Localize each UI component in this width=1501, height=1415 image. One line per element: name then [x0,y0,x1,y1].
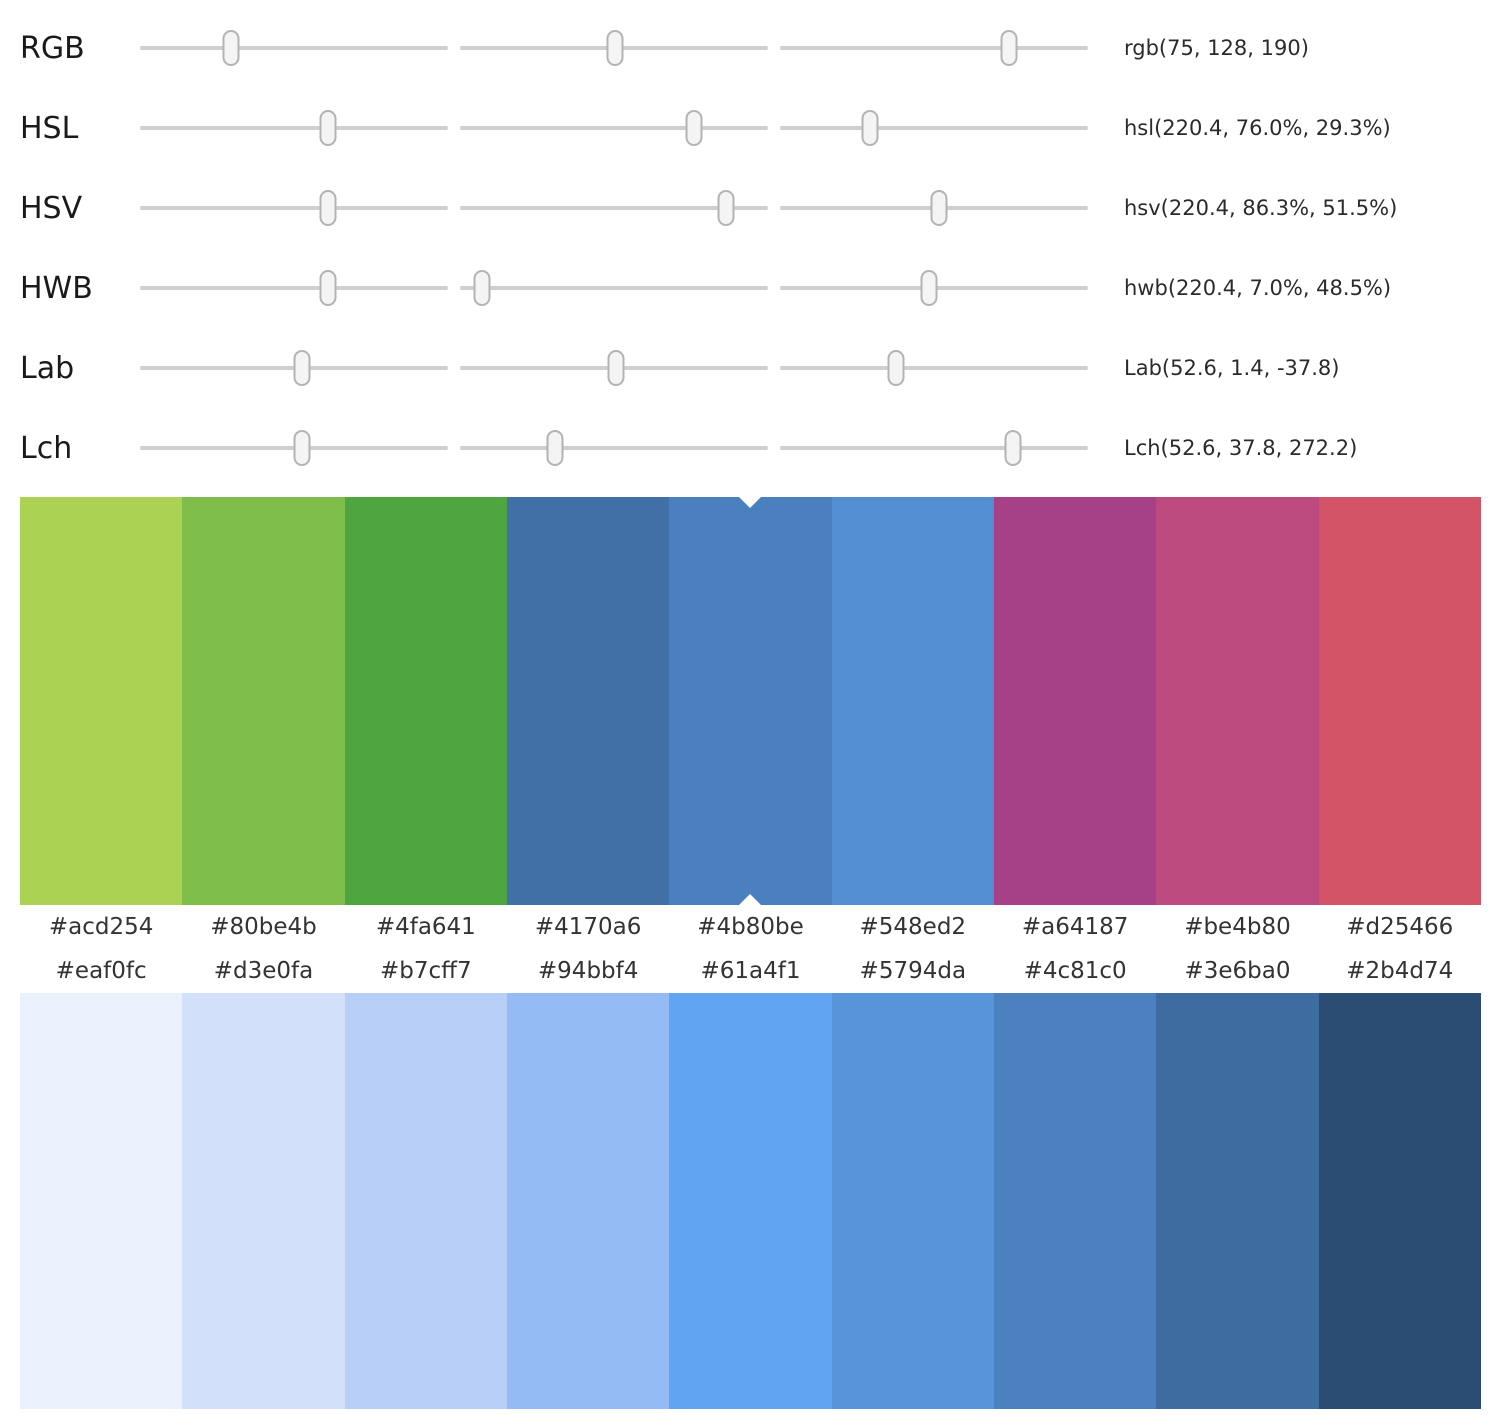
swatch-80be4b[interactable] [182,497,345,905]
lch-row-label: Lch [20,430,73,466]
hsl-slider-handle-1[interactable] [319,110,337,146]
slider-row-hsl: HSL hsl(220.4, 76.0%, 29.3%) [0,88,1501,168]
hex-label-4c81c0: #4c81c0 [1023,958,1127,984]
rgb-slider-handle-2[interactable] [606,30,624,66]
hsv-row-label: HSV [20,190,83,226]
selected-swatch-marker-top [739,497,762,508]
slider-row-hsv: HSV hsv(220.4, 86.3%, 51.5%) [0,168,1501,248]
hwb-slider-track-3[interactable] [780,270,1088,306]
hwb-slider-track-2[interactable] [460,270,768,306]
hsv-value-text: hsv(220.4, 86.3%, 51.5%) [1124,196,1398,220]
swatch-3e6ba0[interactable] [1156,993,1319,1409]
rgb-row-label: RGB [20,30,85,66]
swatch-2b4d74[interactable] [1318,993,1481,1409]
swatch-4fa641[interactable] [344,497,507,905]
slider-row-lab: Lab Lab(52.6, 1.4, -37.8) [0,328,1501,408]
lab-slider-handle-1[interactable] [293,350,311,386]
hex-label-4b80be: #4b80be [697,914,804,940]
hsl-slider-handle-2[interactable] [685,110,703,146]
swatch-b7cff7[interactable] [344,993,507,1409]
palette-main [20,497,1481,905]
swatch-94bbf4[interactable] [506,993,670,1409]
lch-slider-track-2[interactable] [460,430,768,466]
lch-value-text: Lch(52.6, 37.8, 272.2) [1124,436,1358,460]
hwb-slider-handle-1[interactable] [319,270,337,306]
rgb-slider-track-2[interactable] [460,30,768,66]
hex-label-548ed2: #548ed2 [859,914,967,940]
hex-label-d25466: #d25466 [1346,914,1454,940]
hsl-slider-track-3[interactable] [780,110,1088,146]
swatch-4c81c0[interactable] [993,993,1157,1409]
hwb-row-label: HWB [20,270,93,306]
hex-label-5794da: #5794da [859,958,967,984]
hex-label-4170a6: #4170a6 [534,914,642,940]
hsl-slider-track-1[interactable] [140,110,448,146]
hsv-slider-handle-3[interactable] [930,190,948,226]
hex-label-94bbf4: #94bbf4 [537,958,639,984]
hsv-slider-track-1[interactable] [140,190,448,226]
lab-slider-handle-2[interactable] [607,350,625,386]
hex-label-eaf0fc: #eaf0fc [55,958,147,984]
hex-label-2b4d74: #2b4d74 [1346,958,1454,984]
hex-label-61a4f1: #61a4f1 [700,958,801,984]
rgb-slider-track-3[interactable] [780,30,1088,66]
palette-main-labels: #acd254 #80be4b #4fa641 #4170a6 #4b80be #548e… [20,905,1481,949]
lab-value-text: Lab(52.6, 1.4, -37.8) [1124,356,1340,380]
hsl-slider-track-2[interactable] [460,110,768,146]
hex-label-d3e0fa: #d3e0fa [213,958,314,984]
lch-slider-handle-3[interactable] [1004,430,1022,466]
swatch-4b80be[interactable] [669,497,832,905]
hsl-slider-handle-3[interactable] [861,110,879,146]
swatch-acd254[interactable] [20,497,183,905]
lch-slider-track-3[interactable] [780,430,1088,466]
lab-slider-track-2[interactable] [460,350,768,386]
rgb-slider-handle-3[interactable] [1000,30,1018,66]
slider-panel: RGB rgb(75, 128, 190) HSL hsl(220.4, 76.0%,… [0,0,1501,488]
lch-slider-handle-1[interactable] [293,430,311,466]
hsv-slider-track-2[interactable] [460,190,768,226]
hsv-slider-handle-1[interactable] [319,190,337,226]
swatch-5794da[interactable] [831,993,994,1409]
hex-label-3e6ba0: #3e6ba0 [1184,958,1291,984]
rgb-slider-handle-1[interactable] [222,30,240,66]
lab-slider-handle-3[interactable] [887,350,905,386]
slider-row-lch: Lch Lch(52.6, 37.8, 272.2) [0,408,1501,488]
hex-label-acd254: #acd254 [48,914,154,940]
hsl-row-label: HSL [20,110,79,146]
palette-shades [20,993,1481,1409]
slider-row-hwb: HWB hwb(220.4, 7.0%, 48.5%) [0,248,1501,328]
swatch-d3e0fa[interactable] [182,993,345,1409]
hex-label-4fa641: #4fa641 [375,914,476,940]
hex-label-be4b80: #be4b80 [1184,914,1291,940]
selected-swatch-marker-bottom [739,894,762,905]
hsv-slider-track-3[interactable] [780,190,1088,226]
hex-label-80be4b: #80be4b [210,914,317,940]
swatch-a64187[interactable] [993,497,1157,905]
hwb-slider-track-1[interactable] [140,270,448,306]
swatch-eaf0fc[interactable] [20,993,183,1409]
lch-slider-track-1[interactable] [140,430,448,466]
hex-label-a64187: #a64187 [1021,914,1129,940]
swatch-61a4f1[interactable] [669,993,832,1409]
hsv-slider-handle-2[interactable] [717,190,735,226]
lab-row-label: Lab [20,350,75,386]
hwb-slider-handle-3[interactable] [920,270,938,306]
hwb-slider-handle-2[interactable] [473,270,491,306]
lch-slider-handle-2[interactable] [546,430,564,466]
hex-label-b7cff7: #b7cff7 [380,958,472,984]
swatch-4170a6[interactable] [506,497,670,905]
hsl-value-text: hsl(220.4, 76.0%, 29.3%) [1124,116,1391,140]
slider-row-rgb: RGB rgb(75, 128, 190) [0,8,1501,88]
hwb-value-text: hwb(220.4, 7.0%, 48.5%) [1124,276,1392,300]
rgb-slider-track-1[interactable] [140,30,448,66]
palette-shades-labels: #eaf0fc #d3e0fa #b7cff7 #94bbf4 #61a4f1 #5794… [20,949,1481,993]
swatch-be4b80[interactable] [1156,497,1319,905]
lab-slider-track-3[interactable] [780,350,1088,386]
swatch-548ed2[interactable] [831,497,994,905]
rgb-value-text: rgb(75, 128, 190) [1124,36,1309,60]
swatch-d25466[interactable] [1318,497,1481,905]
lab-slider-track-1[interactable] [140,350,448,386]
